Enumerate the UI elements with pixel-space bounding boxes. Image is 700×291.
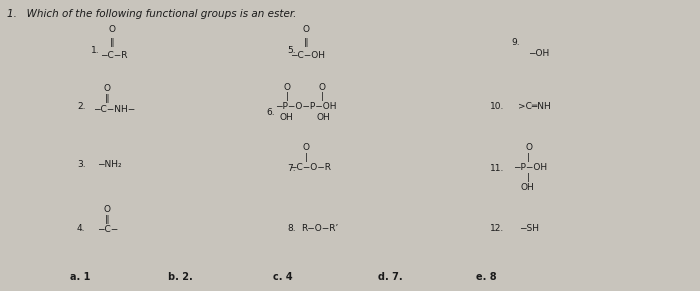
Text: O: O — [104, 205, 111, 214]
Text: 9.: 9. — [511, 38, 519, 47]
Text: O: O — [525, 143, 532, 152]
Text: O: O — [284, 83, 290, 92]
Text: 3.: 3. — [77, 160, 85, 169]
Text: ‖: ‖ — [105, 215, 109, 224]
Text: 1.   Which of the following functional groups is an ester.: 1. Which of the following functional gro… — [7, 9, 296, 19]
Text: O: O — [302, 143, 309, 152]
Text: OH: OH — [280, 113, 294, 122]
Text: e. 8: e. 8 — [476, 272, 496, 282]
Text: |: | — [527, 173, 530, 182]
Text: OH: OH — [521, 183, 535, 192]
Text: |: | — [286, 93, 288, 101]
Text: 6.: 6. — [266, 108, 274, 116]
Text: OH: OH — [316, 113, 330, 122]
Text: >C═NH: >C═NH — [518, 102, 551, 111]
Text: ‖: ‖ — [105, 95, 109, 103]
Text: −SH: −SH — [519, 224, 540, 233]
Text: −C−R: −C−R — [100, 51, 127, 60]
Text: 8.: 8. — [287, 224, 295, 233]
Text: c. 4: c. 4 — [273, 272, 293, 282]
Text: 1.: 1. — [91, 47, 99, 55]
Text: −P−OH: −P−OH — [513, 163, 547, 172]
Text: d. 7.: d. 7. — [378, 272, 402, 282]
Text: a. 1: a. 1 — [70, 272, 90, 282]
Text: O: O — [318, 83, 326, 92]
Text: −OH: −OH — [528, 49, 550, 58]
Text: R−O−R’: R−O−R’ — [301, 224, 338, 233]
Text: −P−O−P−OH: −P−O−P−OH — [275, 102, 337, 111]
Text: ‖: ‖ — [304, 38, 308, 47]
Text: 11.: 11. — [490, 164, 505, 173]
Text: b. 2.: b. 2. — [168, 272, 193, 282]
Text: 4.: 4. — [77, 224, 85, 233]
Text: |: | — [321, 93, 323, 101]
Text: |: | — [527, 153, 530, 162]
Text: −C−NH−: −C−NH− — [93, 105, 135, 113]
Text: 2.: 2. — [77, 102, 85, 111]
Text: 10.: 10. — [490, 102, 505, 111]
Text: ‖: ‖ — [110, 38, 114, 47]
Text: O: O — [302, 25, 309, 33]
Text: −C−OH: −C−OH — [290, 51, 326, 60]
Text: −C−O−R: −C−O−R — [289, 163, 331, 172]
Text: 5.: 5. — [287, 47, 295, 55]
Text: 12.: 12. — [490, 224, 504, 233]
Text: O: O — [108, 25, 116, 33]
Text: −NH₂: −NH₂ — [97, 160, 121, 169]
Text: |: | — [304, 153, 307, 162]
Text: 7.: 7. — [287, 164, 295, 173]
Text: −C−: −C− — [97, 226, 118, 234]
Text: O: O — [104, 84, 111, 93]
